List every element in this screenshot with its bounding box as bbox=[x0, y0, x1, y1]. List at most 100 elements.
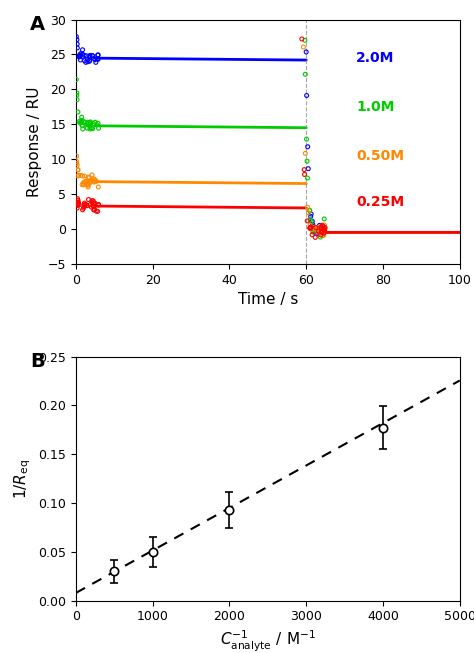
Point bbox=[299, 1, 307, 11]
Point bbox=[83, 200, 91, 211]
Point bbox=[320, 225, 328, 236]
Point bbox=[83, 179, 91, 189]
Point bbox=[73, 74, 80, 85]
Point bbox=[78, 116, 85, 126]
Point bbox=[319, 231, 327, 241]
Point bbox=[316, 226, 323, 236]
Point bbox=[307, 209, 315, 219]
Point bbox=[74, 199, 82, 210]
Point bbox=[310, 227, 317, 237]
Point bbox=[74, 197, 82, 207]
Point bbox=[301, 148, 309, 159]
Point bbox=[74, 199, 82, 209]
Point bbox=[304, 142, 311, 152]
Point bbox=[320, 228, 328, 238]
Point bbox=[315, 226, 322, 236]
X-axis label: Time / s: Time / s bbox=[237, 292, 298, 307]
Point bbox=[92, 57, 100, 67]
Point bbox=[74, 193, 82, 204]
Point bbox=[317, 232, 324, 242]
Point bbox=[88, 195, 96, 206]
Point bbox=[317, 230, 325, 240]
Point bbox=[81, 200, 88, 211]
Point bbox=[73, 90, 81, 101]
Point bbox=[317, 226, 325, 236]
Point bbox=[303, 134, 310, 144]
Point bbox=[306, 220, 314, 231]
Point bbox=[310, 222, 318, 232]
Point bbox=[81, 116, 88, 127]
Point bbox=[311, 232, 319, 243]
Point bbox=[91, 174, 99, 185]
Point bbox=[310, 221, 317, 232]
Point bbox=[82, 50, 90, 61]
Point bbox=[92, 206, 100, 216]
Point bbox=[86, 120, 93, 131]
Point bbox=[87, 118, 94, 129]
Point bbox=[320, 224, 328, 234]
Point bbox=[90, 54, 98, 64]
Point bbox=[90, 118, 97, 129]
Point bbox=[86, 52, 93, 63]
Point bbox=[298, 7, 305, 18]
Point bbox=[75, 199, 83, 210]
Point bbox=[73, 158, 81, 168]
Point bbox=[94, 118, 102, 129]
Point bbox=[84, 182, 92, 192]
Point bbox=[74, 199, 82, 209]
Text: 0.50M: 0.50M bbox=[356, 149, 404, 163]
Point bbox=[309, 219, 317, 230]
Point bbox=[318, 227, 326, 237]
Point bbox=[78, 115, 85, 125]
Text: B: B bbox=[30, 352, 45, 371]
Point bbox=[77, 170, 84, 181]
Point bbox=[304, 202, 311, 212]
Point bbox=[308, 225, 316, 235]
Point bbox=[307, 223, 315, 233]
Point bbox=[82, 57, 90, 67]
Point bbox=[74, 195, 82, 206]
Point bbox=[76, 50, 84, 60]
Point bbox=[301, 169, 308, 180]
Point bbox=[84, 57, 92, 67]
Point bbox=[73, 42, 81, 53]
Point bbox=[73, 156, 80, 167]
Point bbox=[88, 197, 96, 208]
Point bbox=[94, 206, 101, 217]
Point bbox=[95, 123, 102, 133]
Point bbox=[78, 112, 85, 123]
Point bbox=[304, 163, 312, 174]
Point bbox=[86, 124, 94, 135]
Point bbox=[87, 118, 94, 128]
Point bbox=[309, 230, 316, 240]
Point bbox=[301, 35, 309, 46]
Point bbox=[83, 123, 91, 133]
Point bbox=[84, 172, 92, 182]
Point bbox=[80, 178, 87, 189]
Point bbox=[83, 119, 91, 129]
Point bbox=[86, 51, 94, 61]
Point bbox=[316, 225, 323, 236]
Point bbox=[88, 123, 95, 133]
Point bbox=[319, 227, 326, 237]
Point bbox=[304, 173, 311, 183]
Point bbox=[320, 214, 328, 224]
Point bbox=[88, 202, 95, 212]
Point bbox=[298, 34, 306, 44]
Point bbox=[81, 198, 88, 208]
Point bbox=[307, 222, 315, 232]
Point bbox=[74, 200, 82, 211]
Point bbox=[79, 44, 86, 55]
Point bbox=[319, 225, 327, 236]
Point bbox=[75, 170, 82, 181]
Point bbox=[90, 196, 97, 206]
Point bbox=[75, 52, 83, 62]
Point bbox=[86, 50, 94, 61]
Point bbox=[84, 118, 92, 129]
Point bbox=[74, 165, 82, 175]
Point bbox=[314, 227, 322, 237]
Point bbox=[73, 35, 81, 45]
Point bbox=[92, 176, 100, 187]
X-axis label: $C_\mathrm{analyte}^{-1}\ /\ \mathrm{M}^{-1}$: $C_\mathrm{analyte}^{-1}\ /\ \mathrm{M}^… bbox=[220, 629, 316, 653]
Point bbox=[320, 230, 328, 240]
